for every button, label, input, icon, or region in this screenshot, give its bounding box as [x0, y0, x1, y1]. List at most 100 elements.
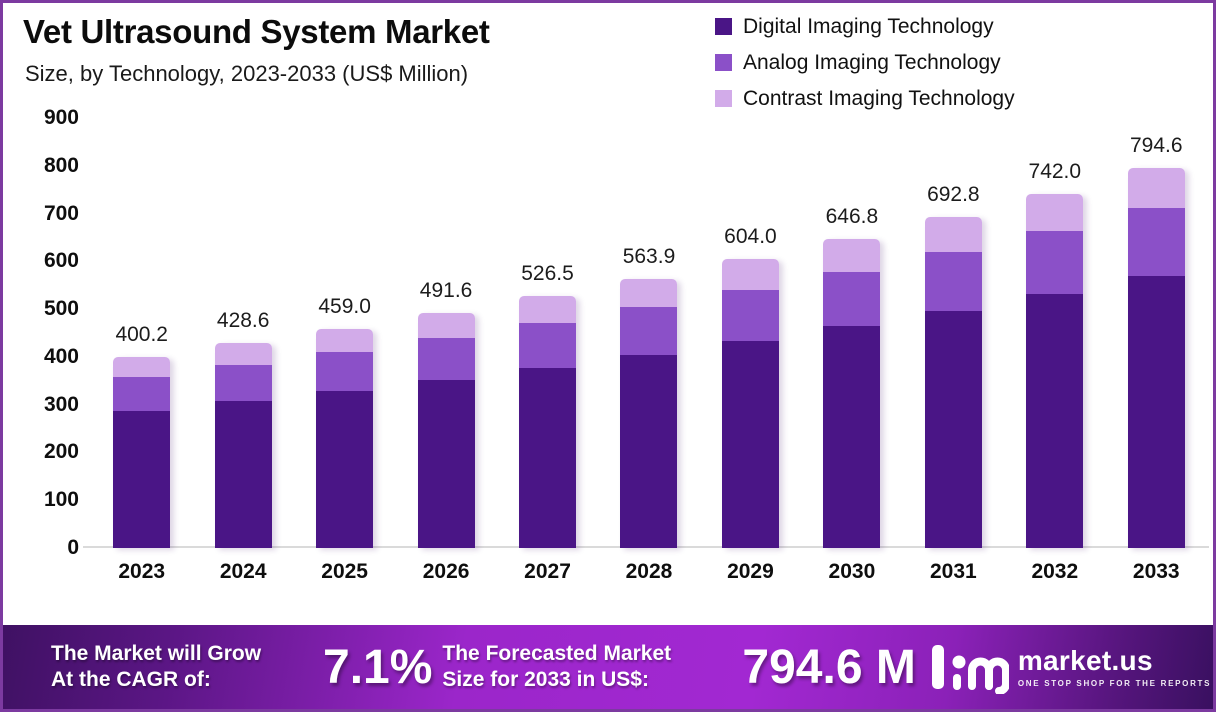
y-axis-tick-label-200: 200	[43, 440, 79, 464]
bar-segment-contrast-2025	[316, 328, 374, 352]
bar-stack-2027	[519, 296, 577, 548]
bar-segment-digital-2024	[214, 401, 272, 548]
bar-stack-2033	[1127, 168, 1185, 548]
legend-label-contrast: Contrast Imaging Technology	[743, 86, 1015, 110]
forecast-label-line2: Size for 2033 in US$:	[442, 668, 649, 691]
bar-total-label-2033: 794.6	[1129, 134, 1183, 158]
legend-item-digital: Digital Imaging Technology	[715, 13, 1015, 40]
bar-segment-contrast-2032	[1026, 193, 1084, 232]
bar-total-label-2023: 400.2	[115, 322, 168, 346]
bar-segment-contrast-2026	[417, 313, 475, 338]
bar-segment-contrast-2024	[214, 343, 272, 365]
bar-group-2032: 742.0 2032	[1004, 118, 1105, 583]
market-us-logo: market.us ONE STOP SHOP FOR THE REPORTS	[931, 640, 1212, 694]
bar-segment-analog-2028	[620, 307, 678, 355]
bar-group-2026: 491.6 2026	[396, 118, 497, 583]
x-axis-label-2032: 2032	[1031, 560, 1079, 583]
x-axis-label-2026: 2026	[422, 560, 470, 583]
bar-segment-analog-2023	[113, 376, 171, 411]
bar-segment-contrast-2027	[519, 296, 577, 323]
y-axis-tick-label-800: 800	[43, 153, 79, 177]
bar-group-2029: 604.0 2029	[700, 118, 801, 583]
plot-area: 400.2 2023 428.6 2024 459.0 2025 491.6 2026 526.…	[91, 118, 1207, 583]
bar-total-label-2028: 563.9	[622, 244, 676, 268]
bar-group-2027: 526.5 2027	[497, 118, 598, 583]
bar-segment-digital-2025	[316, 390, 374, 548]
logo-tagline: ONE STOP SHOP FOR THE REPORTS	[1017, 678, 1212, 688]
bar-group-2023: 400.2 2023	[91, 118, 192, 583]
bar-segment-analog-2030	[823, 271, 881, 327]
bar-stack-2032	[1026, 193, 1084, 548]
legend-swatch-contrast	[715, 90, 732, 107]
bar-stack-2031	[924, 216, 982, 548]
bar-segment-analog-2032	[1026, 231, 1084, 294]
bar-segment-analog-2024	[214, 364, 272, 402]
legend: Digital Imaging Technology Analog Imaging…	[715, 13, 1015, 121]
bar-segment-analog-2026	[417, 337, 475, 380]
bar-total-label-2032: 742.0	[1028, 159, 1082, 183]
forecast-label: The Forecasted Market Size for 2033 in U…	[442, 641, 742, 694]
bar-total-label-2024: 428.6	[216, 309, 270, 333]
bar-segment-digital-2023	[113, 410, 171, 548]
bar-group-2028: 563.9 2028	[598, 118, 699, 583]
bar-total-label-2031: 692.8	[927, 182, 980, 206]
bar-total-label-2027: 526.5	[521, 262, 574, 286]
forecast-value: 794.6 M	[742, 640, 916, 694]
bar-segment-contrast-2029	[721, 259, 779, 290]
bar-segment-digital-2032	[1026, 293, 1084, 548]
bar-group-2024: 428.6 2024	[193, 118, 294, 583]
bar-stack-2023	[113, 356, 171, 548]
y-axis-tick-label-600: 600	[43, 249, 79, 273]
bar-total-label-2029: 604.0	[724, 225, 777, 249]
logo-text: market.us ONE STOP SHOP FOR THE REPORTS	[1017, 644, 1212, 688]
bar-segment-contrast-2030	[823, 239, 881, 272]
cagr-label-line2: At the CAGR of:	[51, 668, 211, 691]
bar-stack-2024	[214, 343, 272, 548]
bar-segment-digital-2028	[620, 354, 678, 548]
bar-group-2031: 692.8 2031	[903, 118, 1004, 583]
bar-segment-analog-2029	[721, 289, 779, 341]
x-axis-label-2023: 2023	[118, 560, 166, 583]
chart-subtitle: Size, by Technology, 2023-2033 (US$ Mill…	[25, 61, 469, 86]
bar-segment-analog-2033	[1127, 208, 1185, 276]
cagr-value: 7.1%	[323, 640, 433, 694]
x-axis-label-2033: 2033	[1132, 560, 1180, 583]
bar-stack-2028	[620, 278, 678, 548]
bar-group-2033: 794.6 2033	[1106, 118, 1207, 583]
bar-segment-digital-2027	[519, 367, 577, 548]
bar-segment-digital-2033	[1127, 275, 1185, 548]
x-axis-label-2030: 2030	[828, 560, 876, 583]
legend-swatch-digital	[715, 18, 732, 35]
legend-swatch-analog	[715, 54, 732, 71]
y-axis-tick-label-100: 100	[43, 488, 79, 512]
y-axis-tick-label-300: 300	[43, 392, 79, 416]
bar-total-label-2025: 459.0	[318, 294, 371, 318]
y-axis-tick-label-0: 0	[67, 536, 79, 559]
forecast-label-line1: The Forecasted Market	[442, 641, 672, 665]
bar-stack-2029	[721, 259, 779, 548]
y-axis-tick-label-700: 700	[43, 201, 79, 225]
bar-stack-2026	[417, 313, 475, 548]
bar-segment-analog-2027	[519, 323, 577, 368]
x-axis-label-2031: 2031	[929, 560, 977, 583]
bar-total-label-2026: 491.6	[419, 279, 473, 303]
bar-group-2025: 459.0 2025	[294, 118, 395, 583]
bar-segment-digital-2030	[823, 326, 881, 548]
bar-total-label-2030: 646.8	[825, 205, 879, 229]
market-us-logo-icon	[952, 655, 1009, 694]
logo-name: market.us	[1017, 644, 1153, 676]
legend-item-contrast: Contrast Imaging Technology	[715, 85, 1015, 112]
x-axis-label-2029: 2029	[727, 560, 774, 583]
cagr-label-line1: The Market will Grow	[51, 641, 262, 665]
y-axis-tick-label-400: 400	[43, 344, 79, 368]
chart-title: Vet Ultrasound System Market	[23, 13, 490, 50]
bar-segment-contrast-2023	[113, 356, 171, 377]
bar-stack-2025	[316, 328, 374, 548]
cagr-label: The Market will Grow At the CAGR of:	[51, 641, 323, 694]
x-axis-label-2025: 2025	[321, 560, 368, 583]
bar-segment-analog-2025	[316, 351, 374, 391]
bar-segment-digital-2029	[721, 341, 779, 548]
bar-segment-contrast-2031	[924, 216, 982, 252]
legend-label-analog: Analog Imaging Technology	[743, 50, 1001, 74]
